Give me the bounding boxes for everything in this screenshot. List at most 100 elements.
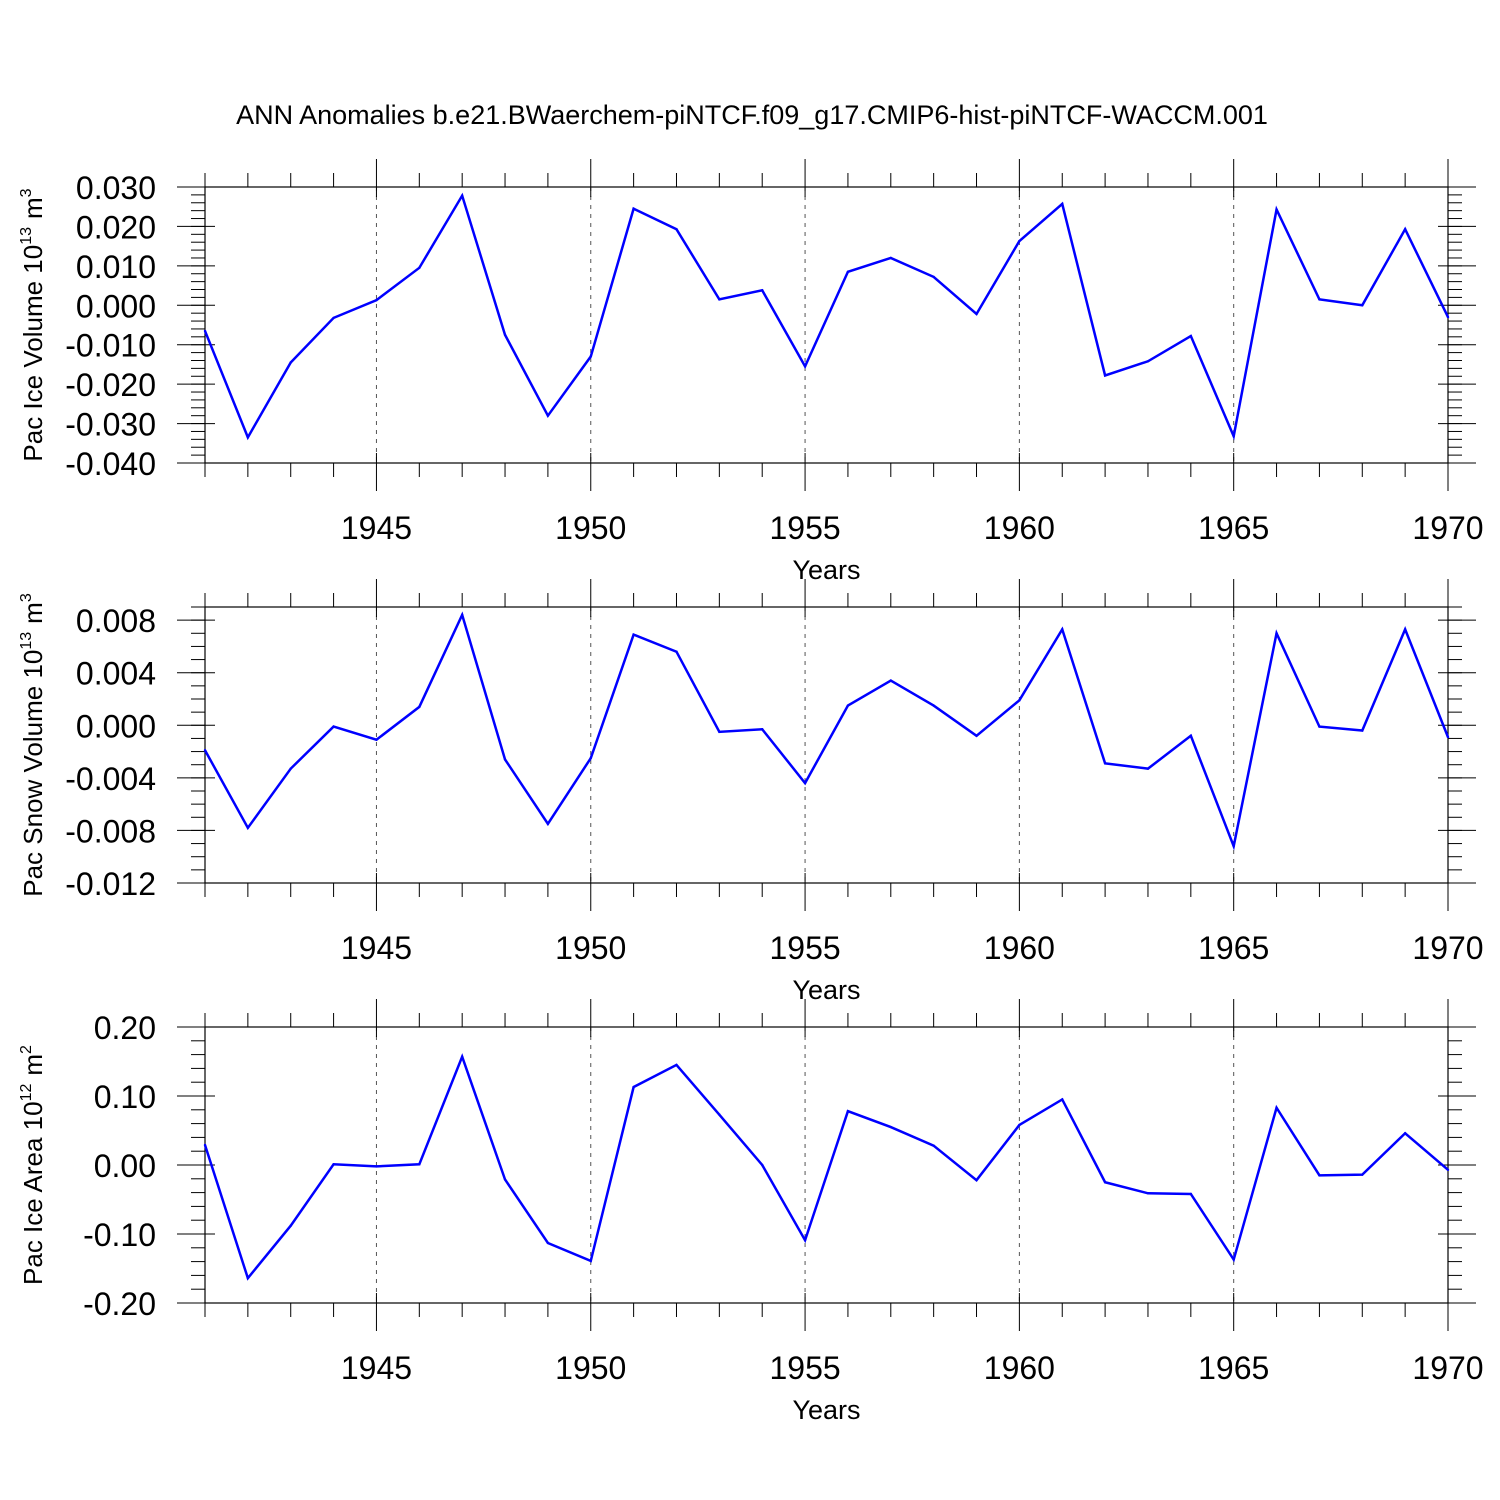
data-point [375, 1165, 378, 1168]
data-point [1061, 628, 1064, 631]
data-point [675, 1063, 678, 1067]
data-point [1446, 315, 1450, 319]
y-axis-label: Pac Ice Area 1012 m2 [18, 1045, 48, 1285]
y-tick-label: -0.010 [65, 328, 156, 364]
data-point [460, 1055, 464, 1058]
data-point [846, 704, 850, 707]
y-axis-label-unit: m [18, 197, 48, 219]
x-tick-label: 1950 [555, 510, 626, 546]
data-point [289, 767, 292, 770]
data-point [803, 1239, 807, 1242]
data-point [589, 756, 592, 760]
data-point [1018, 1123, 1021, 1127]
x-axis-label: Years [792, 555, 860, 585]
data-point [889, 1125, 892, 1129]
data-point [632, 633, 635, 636]
y-axis-label-exponent: 13 [18, 632, 35, 650]
data-point [1403, 1132, 1407, 1135]
data-point [889, 679, 892, 682]
data-point [718, 1113, 721, 1116]
x-tick-label: 1945 [341, 510, 412, 546]
data-point [675, 650, 678, 653]
data-point [1403, 227, 1407, 231]
x-tick-label: 1950 [555, 1350, 626, 1386]
data-point [1018, 239, 1021, 243]
data-point [761, 728, 764, 731]
data-point [246, 1276, 250, 1280]
y-axis-label-main: Pac Ice Volume 10 [18, 245, 48, 462]
x-tick-label: 1960 [984, 510, 1055, 546]
data-point [1189, 334, 1193, 338]
plot-frame [204, 186, 1449, 464]
data-point [1318, 1174, 1321, 1177]
series-line [203, 611, 1450, 851]
y-tick-label: 0.030 [76, 170, 156, 206]
y-axis-label-unit-exponent: 2 [18, 1045, 35, 1054]
data-point [1103, 762, 1107, 765]
y-tick-label: 0.20 [94, 1010, 156, 1046]
data-point [246, 436, 250, 439]
data-point [1318, 298, 1321, 301]
x-tick-label: 1945 [341, 1350, 412, 1386]
y-tick-label: -0.020 [65, 367, 156, 403]
data-point [546, 1241, 550, 1245]
data-point [632, 1085, 635, 1089]
data-point [289, 361, 292, 364]
y-axis-label-unit-exponent: 3 [18, 188, 35, 197]
data-point [975, 312, 978, 316]
y-axis-label-unit-exponent: 3 [18, 593, 35, 602]
data-point [1146, 767, 1150, 770]
series-line [203, 1053, 1449, 1281]
data-point [589, 1259, 592, 1263]
data-point [1275, 632, 1278, 635]
x-tick-label: 1945 [341, 930, 412, 966]
data-point [932, 1144, 935, 1147]
data-point [632, 207, 635, 210]
y-axis-label: Pac Ice Volume 1013 m3 [18, 188, 48, 461]
chart-title: ANN Anomalies b.e21.BWaerchem-piNTCF.f09… [236, 100, 1268, 130]
data-point [761, 289, 764, 292]
x-tick-label: 1970 [1412, 1350, 1483, 1386]
y-tick-label: 0.10 [94, 1079, 156, 1115]
data-point [975, 734, 978, 737]
data-point [718, 298, 721, 301]
data-point [1361, 1173, 1364, 1176]
data-point [1146, 1192, 1150, 1195]
y-tick-label: -0.20 [83, 1286, 156, 1322]
data-point [332, 725, 335, 728]
chart-panels: 1945 1950 1955 1960 1965 1970 Years -0.040-0.03… [18, 159, 1484, 1425]
data-point [246, 826, 250, 829]
data-point [1318, 725, 1321, 728]
plot-frame [204, 606, 1449, 884]
data-point [1361, 729, 1364, 732]
data-point [418, 705, 421, 709]
y-tick-label: 0.00 [94, 1148, 156, 1184]
data-point [503, 758, 507, 761]
x-tick-label: 1950 [555, 930, 626, 966]
x-tick-label: 1970 [1412, 510, 1483, 546]
y-tick-label: 0.000 [76, 288, 156, 324]
data-point [761, 1163, 764, 1167]
x-tick-label: 1965 [1198, 1350, 1269, 1386]
data-point [546, 414, 550, 417]
data-point [1403, 628, 1407, 631]
data-point [203, 749, 207, 752]
x-tick-label: 1970 [1412, 930, 1483, 966]
y-axis-label-main: Pac Ice Area 10 [18, 1101, 48, 1285]
data-point [675, 227, 678, 231]
y-axis-label: Pac Snow Volume 1013 m3 [18, 593, 48, 897]
data-point [460, 194, 464, 197]
y-tick-label: -0.008 [65, 813, 156, 849]
data-point [375, 738, 378, 741]
data-point [418, 1163, 421, 1166]
y-tick-label: -0.012 [65, 866, 156, 902]
data-point [1275, 208, 1278, 211]
data-point [803, 365, 807, 368]
x-tick-label: 1955 [769, 1350, 840, 1386]
y-tick-label: -0.040 [65, 446, 156, 482]
x-axis-label: Years [792, 1395, 860, 1425]
data-point [1232, 434, 1235, 438]
x-tick-label: 1965 [1198, 510, 1269, 546]
data-point [1232, 1258, 1235, 1261]
